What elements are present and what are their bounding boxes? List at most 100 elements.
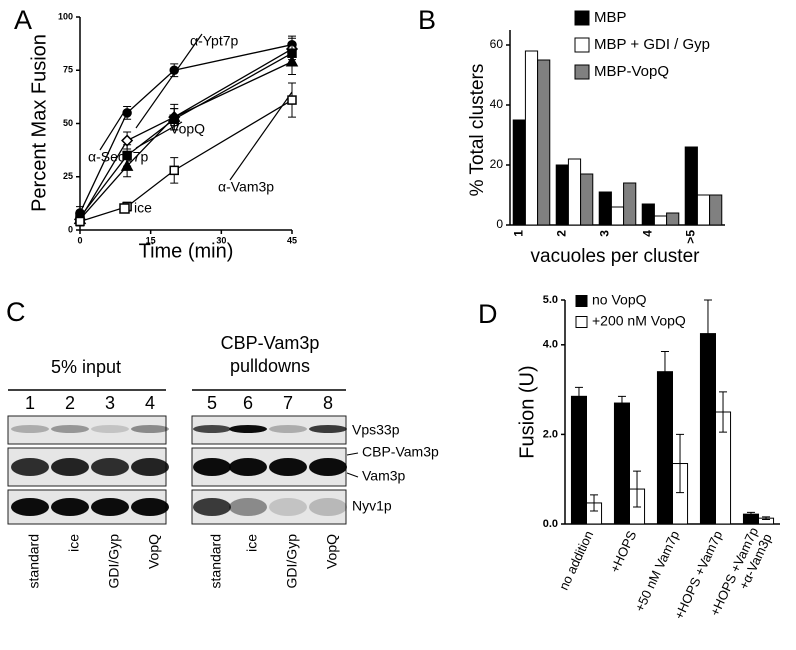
y-tick-label: 75 [63, 65, 73, 75]
blot-band [269, 498, 307, 516]
y-tick-label: 0.0 [543, 518, 558, 530]
blot-band [91, 425, 129, 433]
y-tick-label: 40 [490, 97, 504, 111]
bar [709, 194, 723, 226]
marker [167, 110, 181, 122]
marker [120, 159, 134, 171]
bar [684, 146, 698, 226]
x-tick-label: 45 [287, 235, 297, 245]
error-bar [703, 299, 712, 368]
legend-swatch [574, 10, 590, 26]
error-bar [617, 395, 626, 411]
bar [653, 215, 668, 226]
bar [613, 402, 631, 525]
y-axis-label: % Total clusters [467, 64, 488, 197]
blot-band [309, 458, 347, 476]
x-tick-label: 15 [146, 235, 156, 245]
legend-swatch [574, 64, 590, 80]
leader [346, 452, 359, 456]
x-tick-label: +HOPS [607, 528, 640, 575]
y-tick-label: 5.0 [543, 294, 558, 306]
series-line [79, 99, 293, 223]
annotation-key [119, 203, 130, 214]
y-tick-label: 2.0 [543, 428, 558, 440]
condition-label: VopQ [324, 534, 340, 569]
protein-label: CBP-Vam3p [362, 444, 439, 460]
blot-band [269, 425, 307, 433]
blot-band [51, 458, 89, 476]
panel-label: A [14, 5, 32, 35]
blot-band [131, 498, 169, 516]
blot-band [193, 425, 231, 433]
protein-label: Vps33p [352, 422, 400, 438]
legend-label: no VopQ [592, 292, 647, 308]
legend-label: MBP-VopQ [594, 63, 669, 80]
blot-band [131, 425, 169, 433]
annotation: VopQ [170, 121, 205, 137]
annotation-arrow [135, 33, 203, 129]
condition-label: standard [26, 534, 42, 588]
bar [598, 191, 612, 226]
panel-label: D [478, 299, 498, 329]
bar [580, 173, 594, 226]
blot-strip [7, 415, 167, 445]
legend-swatch [575, 316, 588, 328]
blot-band [91, 458, 129, 476]
blot-band [229, 498, 267, 516]
y-tick-label: 0 [68, 224, 73, 234]
blot-band [309, 498, 347, 516]
lane-number: 1 [25, 393, 35, 413]
blot-band [193, 458, 231, 476]
x-tick-label: 30 [216, 235, 226, 245]
bar [656, 371, 674, 525]
marker [285, 55, 299, 67]
series-line [79, 44, 293, 214]
series-line [79, 61, 293, 220]
blot-band [309, 425, 347, 433]
marker [287, 95, 297, 105]
x-tick-label: +50 nM Vam7p [632, 528, 683, 614]
error-bar [574, 386, 583, 406]
y-tick-label: 50 [63, 118, 73, 128]
y-tick-label: 60 [490, 37, 504, 51]
annotation-arrow [99, 111, 125, 151]
bar [555, 164, 569, 226]
condition-label: GDI/Gyp [284, 534, 300, 589]
bar [524, 50, 539, 226]
condition-label: ice [244, 534, 260, 552]
x-tick-label: >5 [683, 230, 697, 244]
lane-number: 7 [283, 393, 293, 413]
lane-number: 6 [243, 393, 253, 413]
panel-label: C [6, 297, 26, 327]
bar [567, 158, 582, 226]
lane-number: 5 [207, 393, 217, 413]
bar [666, 212, 680, 226]
protein-label: Vam3p [362, 468, 406, 484]
legend-swatch [574, 37, 590, 53]
lane-number: 4 [145, 393, 155, 413]
legend-label: MBP [594, 9, 627, 26]
lane-number: 2 [65, 393, 75, 413]
annotation: α-Vam3p [218, 179, 274, 195]
y-tick-label: 25 [63, 171, 73, 181]
marker [122, 108, 132, 118]
series-line [79, 52, 293, 218]
bar [610, 206, 625, 226]
leader [346, 472, 359, 478]
y-tick-label: 4.0 [543, 339, 558, 351]
x-axis-label: Time (min) [139, 240, 234, 262]
blot-band [269, 458, 307, 476]
blot-title: 5% input [51, 357, 121, 377]
x-tick-label: 1 [511, 230, 525, 237]
blot-band [91, 498, 129, 516]
y-tick-label: 0 [496, 217, 503, 231]
protein-label: Nyv1p [352, 498, 392, 514]
error-bar [762, 516, 771, 521]
error-bar [676, 433, 685, 494]
y-axis-label: Percent Max Fusion [28, 34, 50, 212]
error-bar [746, 511, 755, 517]
blot-band [229, 458, 267, 476]
error-bar [633, 470, 642, 508]
bar [570, 395, 588, 525]
